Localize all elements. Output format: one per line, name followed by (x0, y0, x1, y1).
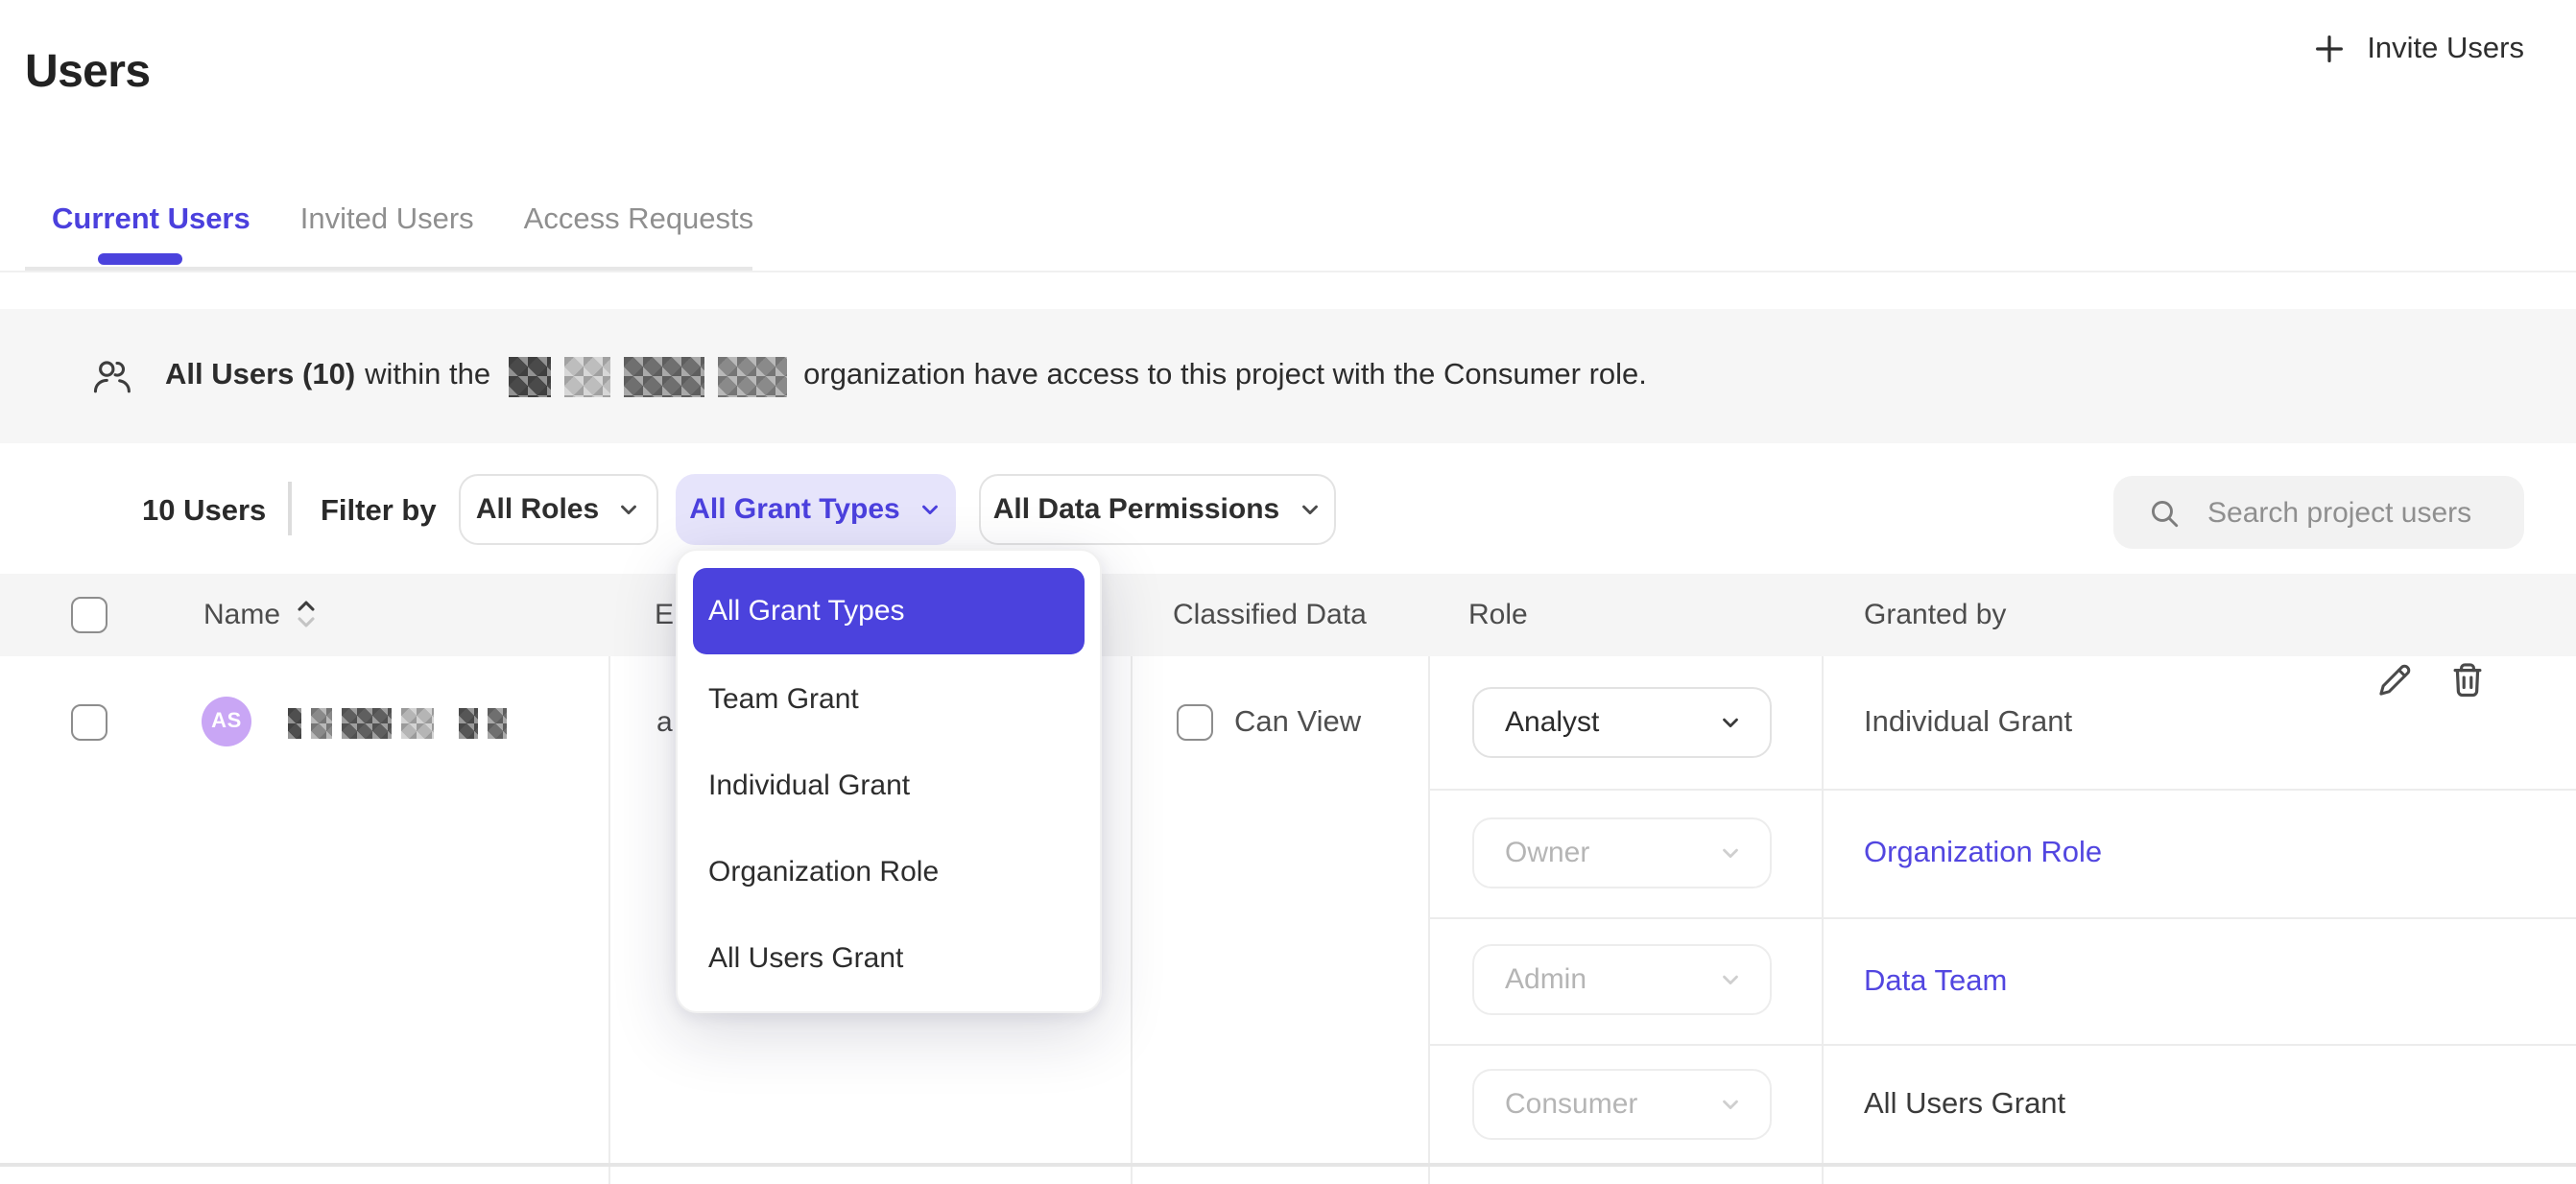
role-select-analyst-value: Analyst (1505, 705, 1600, 738)
banner-text: All Users (10) within the organization h… (165, 356, 1647, 396)
chevron-down-icon (616, 497, 641, 522)
trash-icon (2451, 663, 2484, 706)
menu-item-team-grant[interactable]: Team Grant (708, 683, 859, 716)
chevron-down-icon (1718, 709, 1743, 734)
avatar-initials: AS (211, 710, 242, 733)
column-divider (608, 655, 610, 1184)
search-icon (2148, 496, 2181, 529)
select-all-checkbox[interactable] (71, 596, 107, 632)
banner-text-before-org: within the (365, 359, 491, 391)
filter-all-roles-label: All Roles (475, 493, 600, 526)
plus-icon (2311, 31, 2348, 67)
grant-row-divider (1427, 789, 2576, 791)
grant-type-menu: All Grant Types Team Grant Individual Gr… (676, 549, 1102, 1013)
tab-current-users[interactable]: Current Users (52, 203, 250, 236)
vertical-divider (288, 482, 291, 535)
search-input[interactable] (2204, 494, 2499, 531)
section-divider (0, 270, 2576, 272)
column-divider (1130, 655, 1132, 1184)
role-select-consumer: Consumer (1472, 1068, 1772, 1139)
all-users-grant-banner: All Users (10) within the organization h… (0, 309, 2576, 698)
filter-all-data-permissions-label: All Data Permissions (992, 493, 1280, 526)
chevron-down-icon (1297, 497, 1322, 522)
edit-button[interactable] (2374, 660, 2415, 706)
role-select-owner-value: Owner (1505, 836, 1590, 868)
menu-item-all-users-grant[interactable]: All Users Grant (708, 942, 904, 975)
role-select-admin: Admin (1472, 944, 1772, 1015)
column-header-classified-label: Classified Data (1173, 598, 1367, 631)
table-header: Name Email Classified Data Role Granted … (0, 574, 2576, 655)
can-view-checkbox[interactable] (1177, 703, 1213, 740)
active-tab-indicator (98, 252, 182, 265)
column-header-granted-by: Granted by (1864, 574, 2006, 655)
tab-access-requests[interactable]: Access Requests (523, 203, 754, 236)
chevron-down-icon (1718, 840, 1743, 864)
tab-bar: Current Users Invited Users Access Reque… (52, 203, 753, 238)
search-box (2113, 476, 2524, 549)
column-divider (1427, 655, 1429, 1184)
tab-bar-underline (25, 267, 752, 271)
user-count: 10 Users (142, 495, 267, 528)
avatar: AS (202, 697, 251, 746)
email-fragment: a (656, 706, 673, 739)
banner-text-after-org: organization have access to this project… (803, 359, 1647, 391)
chevron-down-icon (1718, 1091, 1743, 1116)
column-header-classified-data: Classified Data (1173, 574, 1367, 655)
granted-by-organization-role-link[interactable]: Organization Role (1864, 837, 2103, 869)
row-divider (0, 1163, 2576, 1166)
sort-icon (296, 600, 317, 630)
delete-button[interactable] (2451, 660, 2484, 706)
menu-item-all-grant-types[interactable]: All Grant Types (693, 568, 1085, 654)
column-header-name-label: Name (203, 598, 281, 631)
filter-by-label: Filter by (321, 495, 437, 528)
filter-all-data-permissions[interactable]: All Data Permissions (979, 474, 1336, 545)
filter-all-grant-types-label: All Grant Types (689, 493, 900, 526)
column-header-name[interactable]: Name (203, 574, 317, 655)
granted-by-individual-grant: Individual Grant (1864, 706, 2073, 739)
granted-by-all-users-grant: All Users Grant (1864, 1088, 2066, 1121)
granted-by-data-team-link[interactable]: Data Team (1864, 964, 2008, 997)
filter-all-grant-types[interactable]: All Grant Types (676, 474, 956, 545)
menu-item-organization-role[interactable]: Organization Role (708, 856, 940, 888)
role-select-owner: Owner (1472, 817, 1772, 888)
role-select-admin-value: Admin (1505, 963, 1587, 996)
chevron-down-icon (918, 497, 942, 522)
column-divider (1821, 655, 1823, 1184)
role-select-consumer-value: Consumer (1505, 1087, 1638, 1120)
invite-users-label: Invite Users (2367, 32, 2524, 64)
banner-bold-text: All Users (10) (165, 359, 356, 391)
row-checkbox[interactable] (71, 703, 107, 740)
tab-invited-users[interactable]: Invited Users (299, 203, 474, 236)
grant-row-divider (1427, 1043, 2576, 1045)
column-header-role-label: Role (1468, 598, 1528, 631)
role-select-analyst[interactable]: Analyst (1472, 686, 1772, 757)
chevron-down-icon (1718, 967, 1743, 992)
redacted-org-name (508, 356, 787, 396)
pencil-icon (2374, 664, 2415, 706)
grant-row-divider (1427, 916, 2576, 918)
can-view-label: Can View (1234, 706, 1362, 739)
redacted-user-name (288, 706, 507, 739)
page-title: Users (25, 46, 151, 99)
filter-all-roles[interactable]: All Roles (459, 474, 658, 545)
users-group-icon (90, 356, 134, 396)
invite-users-button[interactable]: Invite Users (2311, 31, 2524, 67)
column-header-role: Role (1468, 574, 1528, 655)
column-header-granted-by-label: Granted by (1864, 598, 2007, 631)
menu-item-individual-grant[interactable]: Individual Grant (708, 770, 911, 802)
